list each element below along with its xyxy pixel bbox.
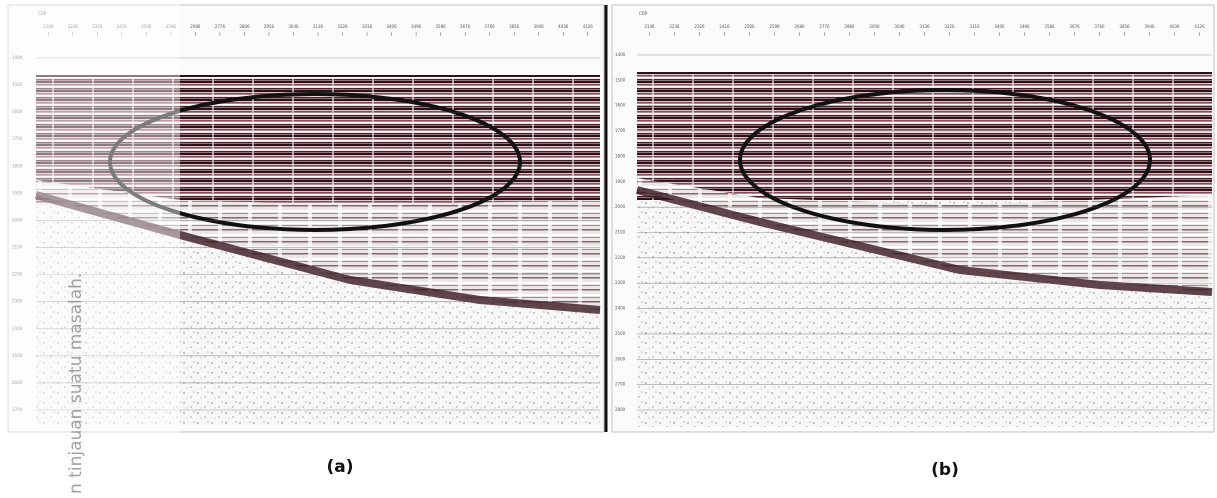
y-tick-label: 2400 (615, 306, 626, 311)
y-tick-label: 2100 (615, 230, 626, 235)
y-tick-label: 1500 (615, 77, 626, 82)
y-tick-label: 1800 (12, 163, 23, 168)
y-tick-label: 2700 (615, 382, 626, 387)
x-tick-label: 2326 (694, 24, 705, 29)
x-tick-label: 3676 (460, 24, 471, 29)
y-tick-label: 1900 (12, 190, 23, 195)
y-tick-label: 2000 (12, 217, 23, 222)
y-tick-label: 2000 (615, 204, 626, 209)
x-tick-label: 3766 (1094, 24, 1105, 29)
y-tick-label: 2800 (615, 407, 626, 412)
panel-label: (b) (931, 460, 959, 480)
x-tick-label: 2956 (869, 24, 880, 29)
x-tick-label: 2866 (844, 24, 855, 29)
x-tick-label: 2596 (769, 24, 780, 29)
x-tick-label: 2236 (669, 24, 680, 29)
panel-a: CDP 2146 2236 2326 2416 2506 2596 2686 2776 2866 2… (7, 4, 605, 433)
y-tick-label: 1600 (12, 109, 23, 114)
y-tick-label: 1400 (12, 55, 23, 60)
panel-label: (a) (326, 457, 353, 477)
y-tick-label: 2700 (12, 407, 23, 412)
axis-title: CDP (38, 11, 47, 16)
x-tick-label: 4036 (558, 24, 569, 29)
x-tick-label: 2236 (68, 24, 79, 29)
x-tick-label: 3406 (994, 24, 1005, 29)
x-tick-label: 3856 (509, 24, 520, 29)
x-tick-label: 2686 (190, 24, 201, 29)
y-tick-label: 1600 (615, 103, 626, 108)
x-tick-label: 3316 (362, 24, 373, 29)
x-tick-label: 3226 (944, 24, 955, 29)
x-tick-label: 4036 (1169, 24, 1180, 29)
x-tick-label: 3586 (1044, 24, 1055, 29)
y-tick-label: 2200 (12, 272, 23, 277)
x-tick-label: 2776 (819, 24, 830, 29)
x-tick-label: 2146 (644, 24, 655, 29)
x-tick-label: 3766 (485, 24, 496, 29)
y-tick-label: 2400 (12, 326, 23, 331)
x-tick-label: 3136 (313, 24, 324, 29)
axis-title: CDP (639, 11, 648, 16)
x-tick-label: 3136 (919, 24, 930, 29)
x-tick-label: 4126 (1194, 24, 1205, 29)
y-tick-label: 2100 (12, 245, 23, 250)
x-tick-label: 2866 (239, 24, 250, 29)
watermark: n tinjauan suatu masalah. (66, 273, 86, 494)
x-tick-label: 2686 (794, 24, 805, 29)
y-tick-label: 1800 (615, 153, 626, 158)
x-tick-label: 3586 (436, 24, 447, 29)
x-tick-label: 2506 (744, 24, 755, 29)
y-tick-label: 2500 (615, 331, 626, 336)
y-tick-label: 2600 (615, 356, 626, 361)
x-tick-label: 3946 (534, 24, 545, 29)
x-tick-label: 2506 (141, 24, 152, 29)
y-tick-label: 1500 (12, 82, 23, 87)
x-tick-label: 2776 (215, 24, 226, 29)
x-tick-label: 2416 (719, 24, 730, 29)
watermark-overlay (0, 0, 180, 494)
x-tick-label: 3046 (894, 24, 905, 29)
x-tick-label: 3046 (288, 24, 299, 29)
y-tick-label: 1400 (615, 52, 626, 57)
x-tick-label: 3946 (1144, 24, 1155, 29)
x-tick-label: 3316 (969, 24, 980, 29)
x-tick-label: 2326 (92, 24, 103, 29)
y-tick-label: 2300 (12, 299, 23, 304)
x-tick-label: 3406 (386, 24, 397, 29)
y-tick-label: 1900 (615, 179, 626, 184)
x-tick-label: 2146 (43, 24, 54, 29)
y-tick-label: 1700 (615, 128, 626, 133)
y-tick-label: 2300 (615, 280, 626, 285)
x-tick-label: 3856 (1119, 24, 1130, 29)
x-tick-label: 3496 (411, 24, 422, 29)
x-tick-label: 2416 (117, 24, 128, 29)
panel-b: CDP 2146 2236 2326 2416 2506 2596 2686 2776 2866 2… (611, 4, 1215, 433)
x-tick-label: 3496 (1019, 24, 1030, 29)
x-tick-label: 4126 (583, 24, 594, 29)
y-tick-label: 2500 (12, 353, 23, 358)
x-tick-label: 2596 (166, 24, 177, 29)
x-tick-label: 2956 (264, 24, 275, 29)
x-tick-label: 3226 (337, 24, 348, 29)
y-tick-label: 2200 (615, 255, 626, 260)
x-tick-label: 3676 (1069, 24, 1080, 29)
y-tick-label: 1700 (12, 136, 23, 141)
y-tick-label: 2600 (12, 380, 23, 385)
